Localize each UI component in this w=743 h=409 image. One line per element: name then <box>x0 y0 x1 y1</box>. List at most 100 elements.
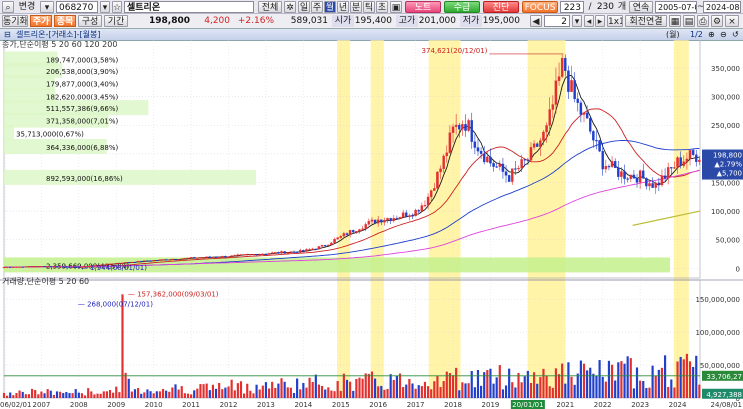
volume-bar <box>657 369 660 398</box>
price-volume-chart[interactable]: 189,747,000(3,58%) 206,538,000(3,90%) 179,… <box>0 40 743 409</box>
volume-bar <box>573 384 576 398</box>
candle-body <box>245 254 249 256</box>
volume-bar <box>402 387 405 398</box>
volume-bar <box>171 387 174 398</box>
volume-bar <box>426 386 430 398</box>
count-input[interactable]: 223 <box>560 1 584 13</box>
config-icon[interactable]: ⚙ <box>711 15 723 27</box>
volume-bar <box>579 360 582 398</box>
x-tick-label: 2023 <box>631 401 649 409</box>
tab-compose[interactable]: 구성 <box>78 15 102 27</box>
volume-bar <box>62 393 65 398</box>
sync-button[interactable]: 동기화 <box>2 15 28 27</box>
volume-bar <box>663 355 667 398</box>
candle-body <box>352 230 355 233</box>
volume-bar <box>345 379 349 398</box>
candle-body <box>392 218 396 221</box>
volume-bar <box>676 361 679 398</box>
settings-icon[interactable]: ✲ <box>284 1 296 13</box>
volume-bar <box>30 388 34 398</box>
candle-body <box>629 174 633 179</box>
stock-search-icon[interactable]: ⌕ <box>2 1 14 13</box>
candle-body <box>666 167 670 179</box>
candle-body <box>333 239 336 244</box>
continuous-button[interactable]: 연속 <box>629 1 653 13</box>
prev-icon[interactable]: ◀ <box>530 15 542 27</box>
candle-body <box>376 219 380 224</box>
ratio-button[interactable]: 1x1 <box>607 15 623 27</box>
candle-body <box>411 215 414 217</box>
tab-period[interactable]: 기간 <box>104 15 128 27</box>
candle-body <box>673 167 676 169</box>
diagnosis-button[interactable]: 진단 <box>483 1 519 13</box>
volume-bar <box>261 385 264 398</box>
candle-body <box>613 161 617 169</box>
volume-bar <box>423 381 427 398</box>
all-button[interactable]: 전체 <box>258 1 282 13</box>
window-icon[interactable]: ▤ <box>683 15 695 27</box>
grid-icon[interactable]: ▦ <box>669 15 681 27</box>
volume-profile-label: 179,877,000(3,40%) <box>46 80 119 88</box>
start-date-input[interactable]: 2005-07-01 <box>655 1 697 13</box>
end-date-input[interactable]: 2024-08-01 <box>703 1 741 13</box>
code-dropdown-icon[interactable]: ▾ <box>100 1 110 13</box>
candle-body <box>454 124 458 127</box>
close-icon[interactable]: × <box>725 15 739 27</box>
chart-collapse-icon[interactable]: ⊟ <box>4 30 11 39</box>
focus-button[interactable]: FOCUS <box>522 1 558 13</box>
low-price: 195,000 <box>482 16 520 26</box>
volume-bar <box>352 390 355 398</box>
candle-body <box>511 168 514 182</box>
favorite-icon[interactable]: ☆ <box>112 1 122 13</box>
increase-icon[interactable]: ▸ <box>595 15 605 27</box>
chevron-down-icon[interactable]: ▾ <box>40 1 54 13</box>
volume-bar <box>398 373 402 398</box>
volume-bar <box>383 389 386 398</box>
volume-profile-bar <box>4 169 256 185</box>
tab-price[interactable]: 주가 <box>30 15 52 27</box>
stock-name-field[interactable]: 셀트리온 <box>124 1 254 13</box>
candle-body <box>361 228 364 230</box>
volume-bar <box>617 362 620 398</box>
volume-bar <box>40 391 43 398</box>
candle-body <box>482 153 486 163</box>
period-tick-tab[interactable]: 틱 <box>363 1 375 13</box>
period-dropdown-icon[interactable]: ▾ <box>572 15 582 27</box>
period-minute-tab[interactable]: 분 <box>350 1 362 13</box>
volume-reference-badge <box>702 370 743 381</box>
volume-legend: 거래량,단순이평 5 20 60 <box>2 277 90 286</box>
candle-body <box>426 196 430 206</box>
period-week-tab[interactable]: 주 <box>311 1 323 13</box>
candle-body <box>436 171 439 189</box>
volume-bar <box>80 393 84 398</box>
period-day-tab[interactable]: 일 <box>298 1 310 13</box>
lock-icon[interactable]: ▣ <box>390 1 402 13</box>
volume-bar <box>480 385 483 398</box>
volume-bar <box>514 387 517 398</box>
candle-body <box>423 205 427 207</box>
stock-code-input[interactable]: 068270 <box>56 1 98 13</box>
period-count-input[interactable]: 2 <box>544 15 570 27</box>
rotate-link-button[interactable]: 회전연결 <box>625 15 667 27</box>
note-button[interactable]: 노트 <box>405 1 441 13</box>
volume-bar <box>511 382 514 398</box>
period-second-tab[interactable]: 초 <box>376 1 388 13</box>
zoom-out-icon[interactable]: ⊖ <box>720 30 727 39</box>
candle-body <box>617 167 620 177</box>
candle-body <box>498 163 502 167</box>
tab-stock[interactable]: 종목 <box>54 15 76 27</box>
restore-icon[interactable]: ↺ <box>732 30 739 39</box>
decrease-icon[interactable]: ◂ <box>584 15 594 27</box>
zoom-in-icon[interactable]: ⊕ <box>708 30 715 39</box>
candle-body <box>342 233 346 237</box>
candle-body <box>601 151 604 170</box>
volume-bar <box>642 381 645 398</box>
candle-body <box>576 98 580 103</box>
candle-body <box>236 254 240 256</box>
candle-body <box>542 131 545 141</box>
print-icon[interactable]: ⎙ <box>697 15 709 27</box>
candle-body <box>143 260 146 262</box>
period-month-tab[interactable]: 월 <box>324 1 336 13</box>
period-year-tab[interactable]: 년 <box>337 1 349 13</box>
supply-button[interactable]: 수급 <box>444 1 480 13</box>
